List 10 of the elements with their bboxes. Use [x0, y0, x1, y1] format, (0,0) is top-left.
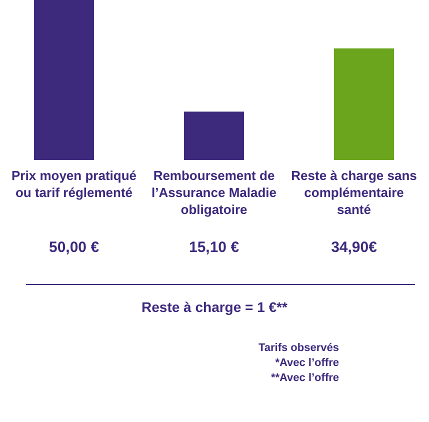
text: Tarifs observés — [257, 341, 339, 356]
data-label: 15,10 € — [188, 239, 240, 256]
x-tick-label: Prix moyen pratiqué ou tarif réglementé — [12, 168, 136, 200]
text: Reste à charge = 1 €** — [140, 299, 288, 315]
text: **Avec l’offre — [270, 371, 339, 386]
x-tick-label: Remboursement de l’Assurance Maladie obligatoire — [152, 168, 276, 217]
data-label: 34,90€ — [331, 239, 378, 256]
data-label: 50,00 € — [48, 239, 100, 256]
text: *Avec l’offre — [274, 356, 339, 371]
x-tick-label: Reste à charge sans complémentaire santé — [291, 168, 417, 217]
